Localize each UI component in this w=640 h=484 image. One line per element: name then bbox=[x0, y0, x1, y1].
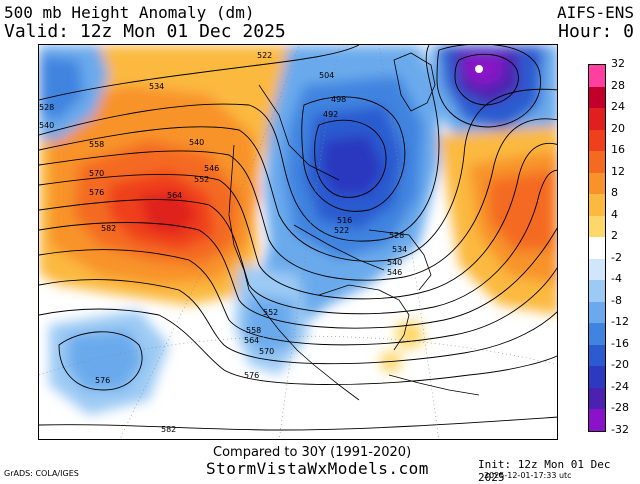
colorbar-segment bbox=[589, 215, 605, 238]
climatology-note: Compared to 30Y (1991-2020) bbox=[213, 445, 412, 460]
anomaly-map: 534 522 504 498 492 540 546 552 558 570 … bbox=[38, 44, 558, 440]
contour-label: 576 bbox=[244, 371, 259, 380]
contour-label: 522 bbox=[334, 226, 349, 235]
contour-label: 552 bbox=[263, 308, 278, 317]
contour-label: 546 bbox=[204, 164, 219, 173]
colorbar-segment bbox=[589, 323, 605, 346]
colorbar-label: -20 bbox=[611, 358, 629, 372]
contour-label: 492 bbox=[323, 110, 338, 119]
model-name: AIFS-ENS bbox=[556, 3, 634, 22]
site-name: StormVistaWxModels.com bbox=[206, 459, 429, 478]
map-title: 500 mb Height Anomaly (dm) bbox=[4, 3, 255, 22]
colorbar bbox=[588, 64, 606, 432]
contour-label: 570 bbox=[259, 347, 274, 356]
contour-label: 528 bbox=[389, 231, 404, 240]
contour-label: 564 bbox=[167, 191, 182, 200]
contour-label: 522 bbox=[257, 51, 272, 60]
low-center-marker bbox=[475, 65, 483, 73]
timestamp: 2025-12-01-17:33 utc bbox=[484, 471, 572, 480]
colorbar-label: -2 bbox=[611, 250, 622, 264]
colorbar-label: -32 bbox=[611, 423, 629, 436]
colorbar-label: 24 bbox=[611, 100, 625, 114]
contour-label: 558 bbox=[246, 326, 261, 335]
colorbar-label: -12 bbox=[611, 315, 629, 329]
contour-label: 564 bbox=[244, 336, 259, 345]
contour-label: 534 bbox=[149, 82, 164, 91]
contour-label: 528 bbox=[39, 103, 54, 112]
contour-label: 504 bbox=[319, 71, 334, 80]
contour-label: 570 bbox=[89, 169, 104, 178]
contour-label: 582 bbox=[161, 425, 176, 434]
colorbar-segment bbox=[589, 172, 605, 195]
colorbar-segment bbox=[589, 258, 605, 281]
colorbar-label: 16 bbox=[611, 143, 625, 157]
grads-credit: GrADS: COLA/IGES bbox=[4, 469, 79, 478]
colorbar-label: -4 bbox=[611, 272, 622, 286]
colorbar-segment bbox=[589, 344, 605, 367]
colorbar-segment bbox=[589, 237, 605, 260]
contour-label: 498 bbox=[331, 95, 346, 104]
colorbar-segment bbox=[589, 280, 605, 303]
contour-label: 534 bbox=[392, 245, 407, 254]
contour-label: 558 bbox=[89, 140, 104, 149]
colorbar-label: 28 bbox=[611, 78, 625, 92]
colorbar-label: 4 bbox=[611, 207, 618, 221]
colorbar-label: -28 bbox=[611, 401, 629, 415]
contour-label: 540 bbox=[39, 121, 54, 130]
contour-label: 546 bbox=[387, 268, 402, 277]
colorbar-segment bbox=[589, 409, 605, 432]
contour-label: 576 bbox=[95, 376, 110, 385]
colorbar-segment bbox=[589, 65, 605, 87]
colorbar-label: -16 bbox=[611, 336, 629, 350]
contour-label: 540 bbox=[189, 138, 204, 147]
colorbar-label: 2 bbox=[611, 229, 618, 243]
colorbar-segment bbox=[589, 366, 605, 389]
contour-label: 576 bbox=[89, 188, 104, 197]
contour-label: 540 bbox=[387, 258, 402, 267]
colorbar-label: 8 bbox=[611, 186, 618, 200]
anomaly-map-canvas: 534 522 504 498 492 540 546 552 558 570 … bbox=[39, 45, 557, 439]
colorbar-segment bbox=[589, 86, 605, 109]
colorbar-segment bbox=[589, 151, 605, 174]
forecast-hour: Hour: 0 bbox=[558, 21, 634, 42]
colorbar-label: 12 bbox=[611, 164, 625, 178]
contour-labels: 534 522 504 498 492 540 546 552 558 570 … bbox=[39, 51, 407, 434]
colorbar-segment bbox=[589, 129, 605, 152]
colorbar-segment bbox=[589, 108, 605, 131]
contour-label: 582 bbox=[101, 224, 116, 233]
colorbar-label: -8 bbox=[611, 293, 622, 307]
colorbar-label: -24 bbox=[611, 379, 629, 393]
colorbar-segment bbox=[589, 387, 605, 410]
colorbar-label: 20 bbox=[611, 121, 625, 135]
valid-time: Valid: 12z Mon 01 Dec 2025 bbox=[4, 21, 286, 42]
contour-label: 552 bbox=[194, 175, 209, 184]
contour-label: 516 bbox=[337, 216, 352, 225]
colorbar-segment bbox=[589, 301, 605, 324]
colorbar-label: 32 bbox=[611, 57, 625, 70]
colorbar-segment bbox=[589, 194, 605, 217]
